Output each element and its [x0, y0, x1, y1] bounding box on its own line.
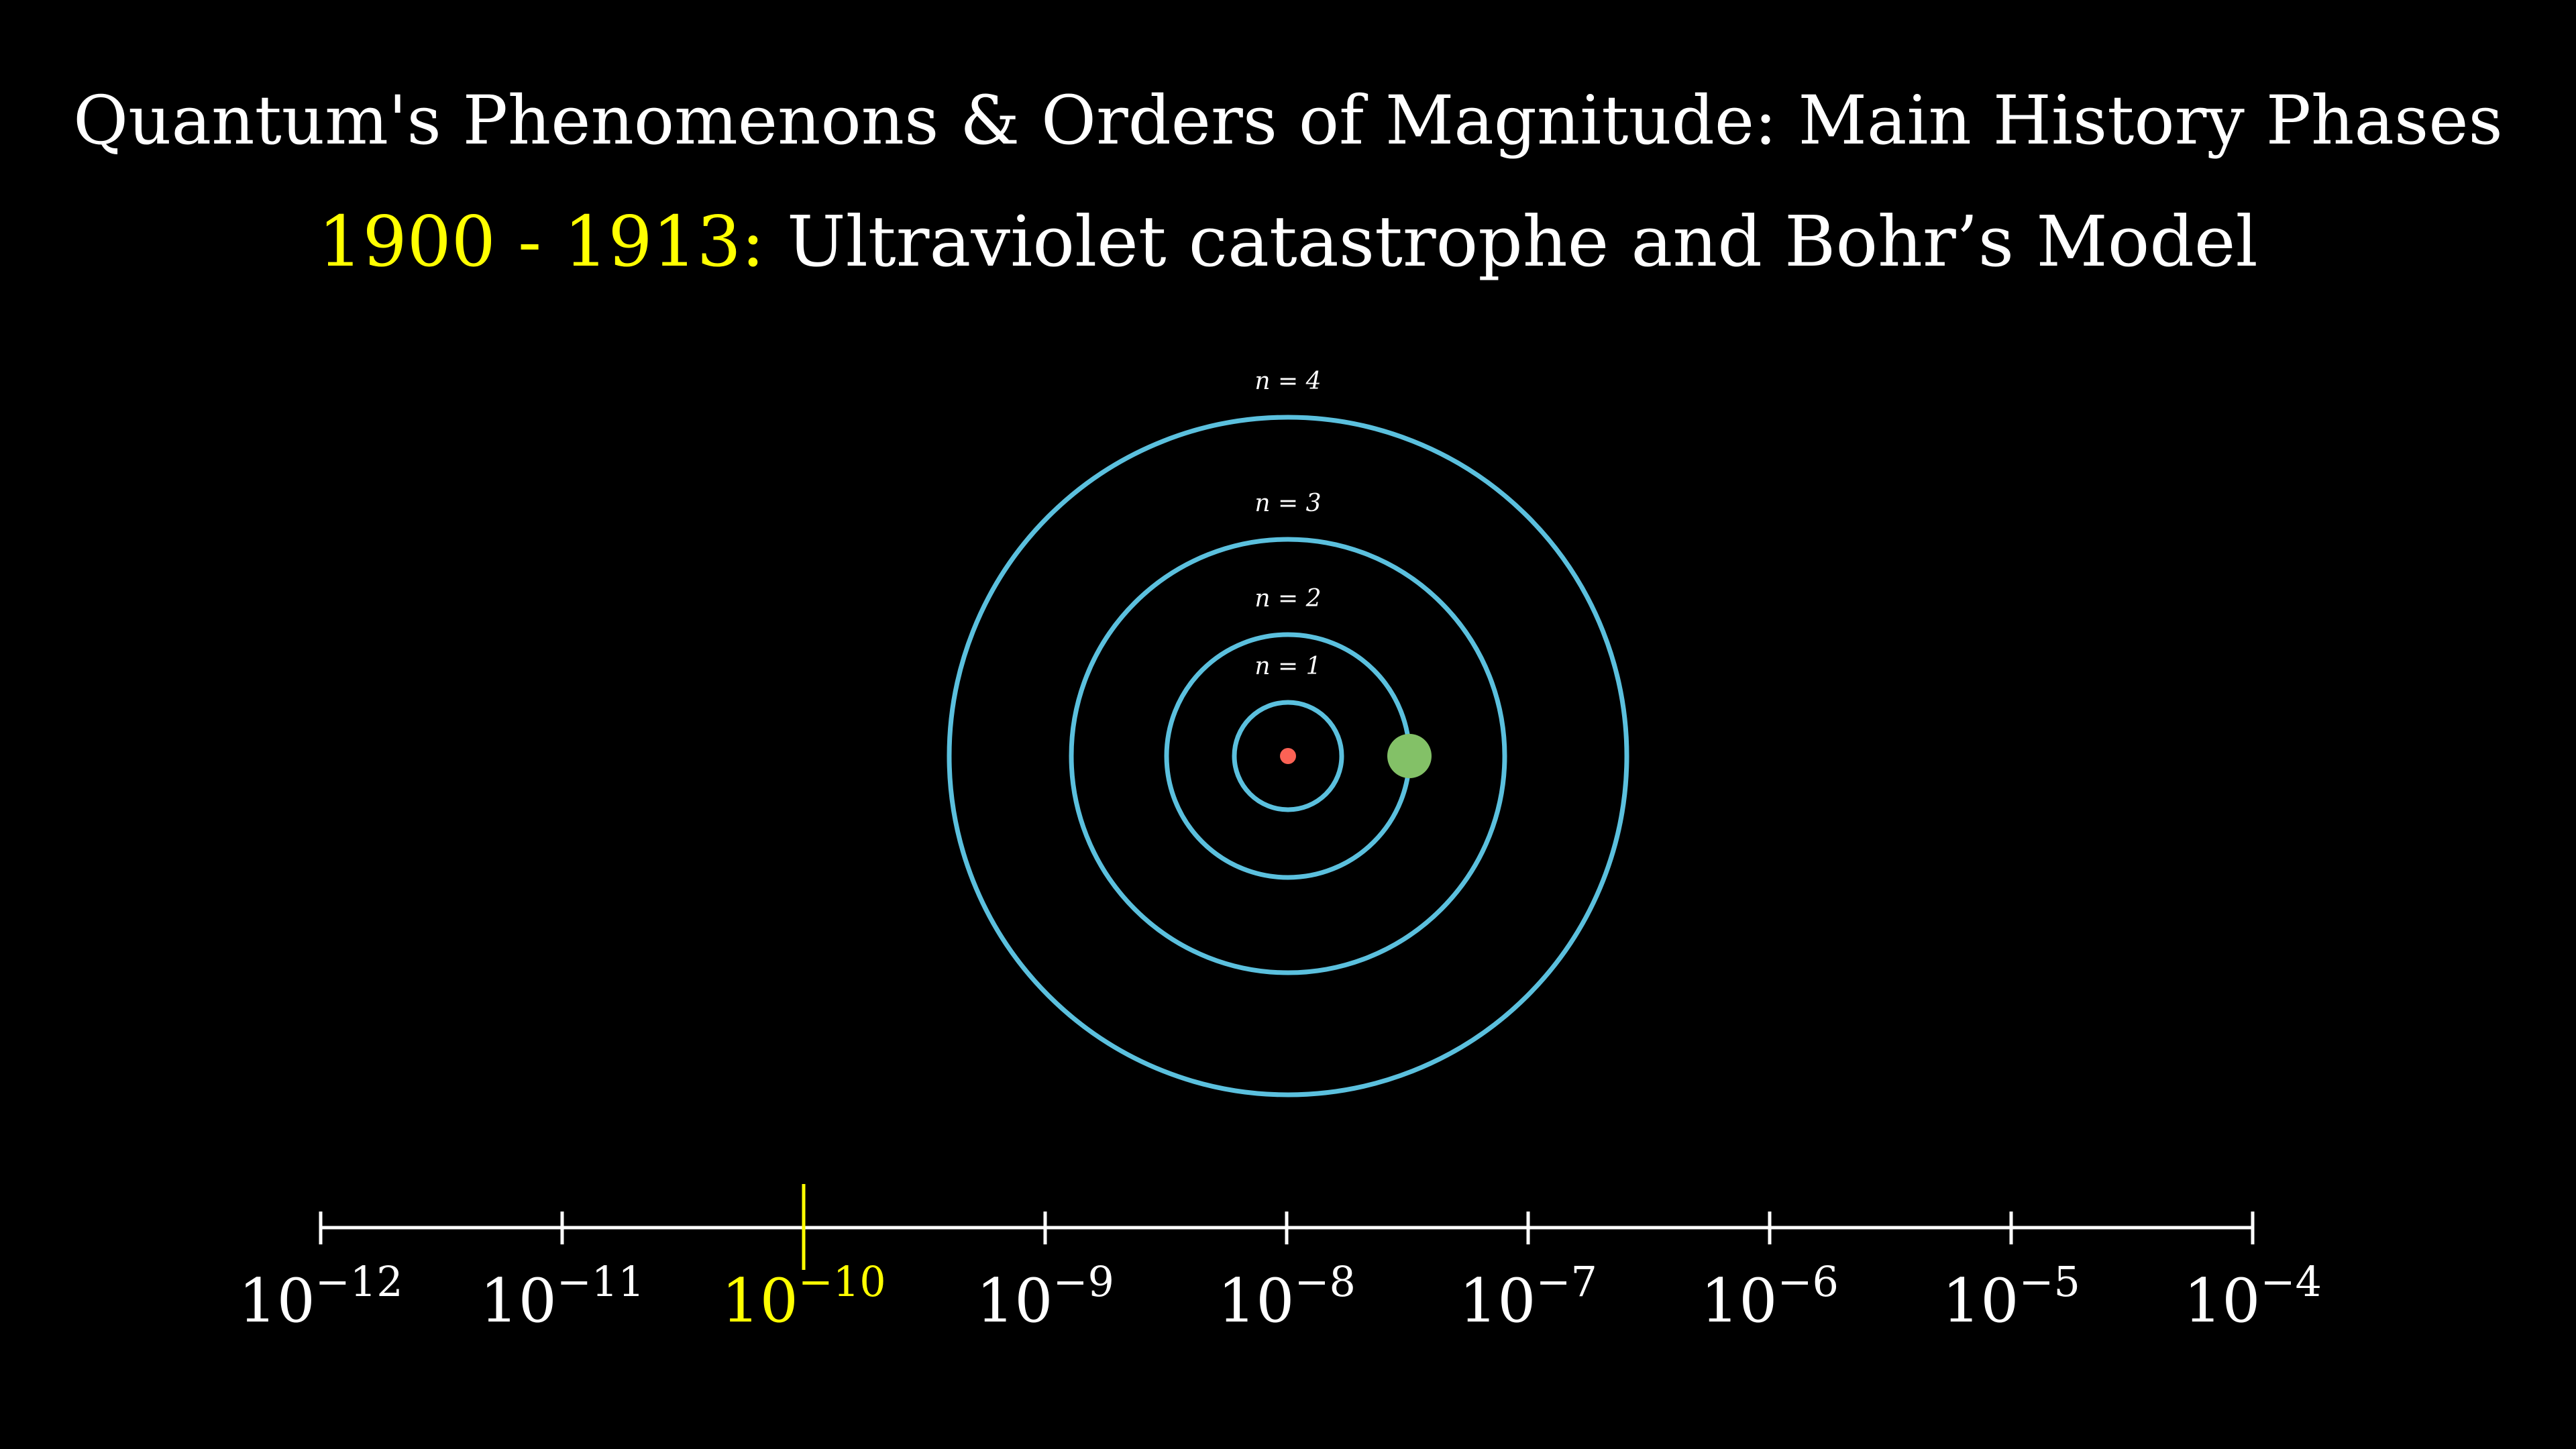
electron [1387, 734, 1432, 778]
page-title: Quantum's Phenomenons & Orders of Magnit… [73, 81, 2503, 160]
orbit-label-n3: n = 3 [1254, 490, 1321, 517]
scale-tick-label: 10−9 [976, 1257, 1114, 1336]
scale-tick-label: 10−6 [1701, 1257, 1839, 1336]
subtitle-years: 1900 - 1913: [318, 201, 765, 282]
orbit-n4 [947, 415, 1629, 1097]
page-subtitle: 1900 - 1913: Ultraviolet catastrophe and… [0, 198, 2576, 285]
orbit-label-n1: n = 1 [1254, 653, 1321, 680]
scale-tick-label: 10−4 [2184, 1257, 2322, 1336]
scale-tick-label: 10−7 [1459, 1257, 1597, 1336]
atom-model: n = 4 n = 3 n = 2 n = 1 [947, 368, 1629, 1097]
scale-tick-label: 10−11 [480, 1257, 644, 1336]
orbit-n1 [1232, 700, 1344, 812]
subtitle-topic: Ultraviolet catastrophe and Bohr’s Model [786, 201, 2258, 282]
nucleus [1280, 748, 1296, 764]
scale-tick-label: 10−8 [1218, 1257, 1356, 1336]
orbit-n3 [1069, 537, 1507, 975]
scale-tick-label: 10−10 [721, 1257, 885, 1336]
scale-tick-label: 10−5 [1942, 1257, 2080, 1336]
orbit-label-n4: n = 4 [1254, 368, 1321, 395]
magnitude-scale: 10−12 10−11 10−10 10−9 10−8 10−7 10−6 10−5 10−4 [238, 1184, 2322, 1336]
scale-tick-label: 10−12 [238, 1257, 402, 1336]
orbit-label-n2: n = 2 [1254, 585, 1321, 612]
